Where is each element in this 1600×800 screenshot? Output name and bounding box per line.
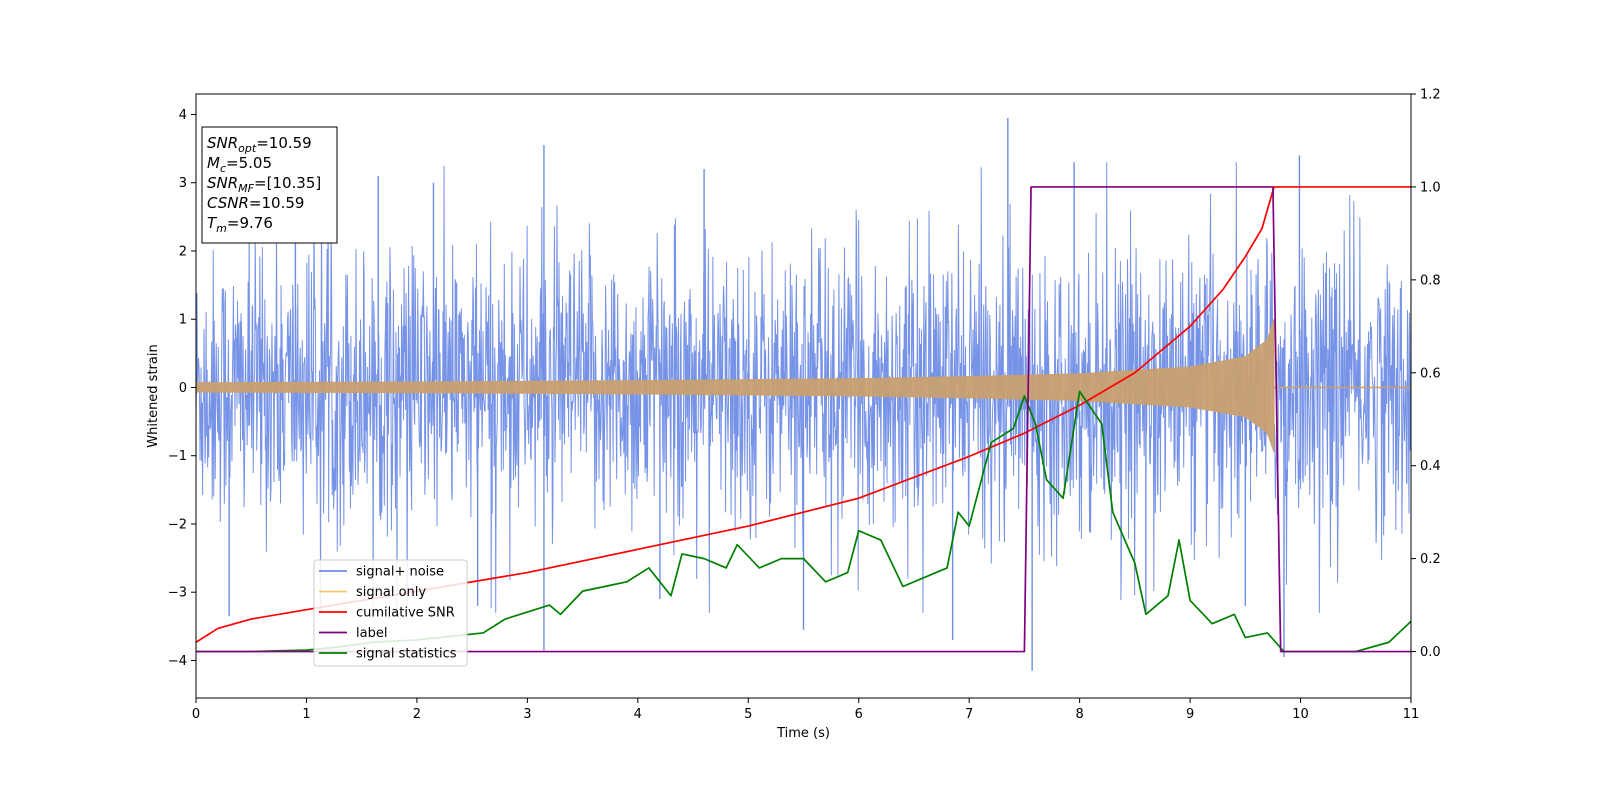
y-tick-label: −2 <box>168 517 187 532</box>
x-tick-label: 2 <box>413 707 421 722</box>
series-cumulative-snr-line <box>196 186 1411 643</box>
series-signal-statistics-line <box>196 390 1411 653</box>
axes: 0 1 2 3 4 5 6 7 8 9 10 11 −4 −3 −2 −1 0 1 2 3 4 0.0 0.2 0.4 0.6 0… <box>146 88 1441 742</box>
y-tick-label: 0 <box>179 381 187 396</box>
x-axis-label: Time (s) <box>776 726 830 741</box>
legend-entry: signal statistics <box>356 647 457 662</box>
y-tick-label: −3 <box>168 586 187 601</box>
x-tick-label: 4 <box>634 707 642 722</box>
x-tick-label: 7 <box>965 707 973 722</box>
x-tick-label: 10 <box>1292 707 1309 722</box>
legend: signal+ noise signal only cumilative SNR la… <box>313 559 468 667</box>
y2-tick-label: 0.0 <box>1420 645 1441 660</box>
y-tick-label: 3 <box>179 176 187 191</box>
plot-clip-group <box>196 117 1411 671</box>
x-tick-label: 9 <box>1186 707 1194 722</box>
info-box-line: SNRMF=[10.35] <box>207 174 321 195</box>
x-tick-label: 3 <box>523 707 531 722</box>
series-label-line <box>196 186 1411 653</box>
y2-tick-label: 0.4 <box>1420 459 1441 474</box>
y2-tick-label: 0.6 <box>1420 366 1441 381</box>
plot-area <box>196 117 1411 671</box>
x-tick-label: 0 <box>192 707 200 722</box>
y2-tick-label: 1.2 <box>1420 88 1441 103</box>
y-tick-label: 2 <box>179 244 187 259</box>
info-box: SNRopt=10.59Mc=5.05SNRMF=[10.35]CSNR=10.… <box>201 126 338 244</box>
legend-entry: signal+ noise <box>356 565 444 580</box>
info-box-line: Mc=5.05 <box>207 154 272 175</box>
series-signal-only-chirp <box>196 319 1275 453</box>
x-tick-label: 11 <box>1403 707 1420 722</box>
legend-entry: cumilative SNR <box>356 606 455 621</box>
x-tick-label: 8 <box>1075 707 1083 722</box>
y2-tick-label: 0.8 <box>1420 273 1441 288</box>
y-axis-label: Whitened strain <box>146 344 161 447</box>
info-box-line: SNRopt=10.59 <box>207 134 312 155</box>
y-tick-label: −1 <box>168 449 187 464</box>
y-tick-label: 1 <box>179 313 187 328</box>
y-tick-label: 4 <box>179 108 187 123</box>
x-tick-label: 6 <box>855 707 863 722</box>
x-tick-label: 5 <box>744 707 752 722</box>
info-box-line: Tm=9.76 <box>207 214 273 235</box>
plot-frame <box>195 93 1412 699</box>
y2-tick-label: 0.2 <box>1420 552 1441 567</box>
legend-entry: signal only <box>356 585 426 600</box>
y2-tick-label: 1.0 <box>1420 180 1441 195</box>
legend-entry: label <box>356 626 387 641</box>
legend-frame <box>313 559 468 667</box>
info-box-frame <box>201 126 338 244</box>
y-tick-label: −4 <box>168 654 187 669</box>
info-box-line: CSNR=10.59 <box>207 194 304 212</box>
x-tick-label: 1 <box>302 707 310 722</box>
